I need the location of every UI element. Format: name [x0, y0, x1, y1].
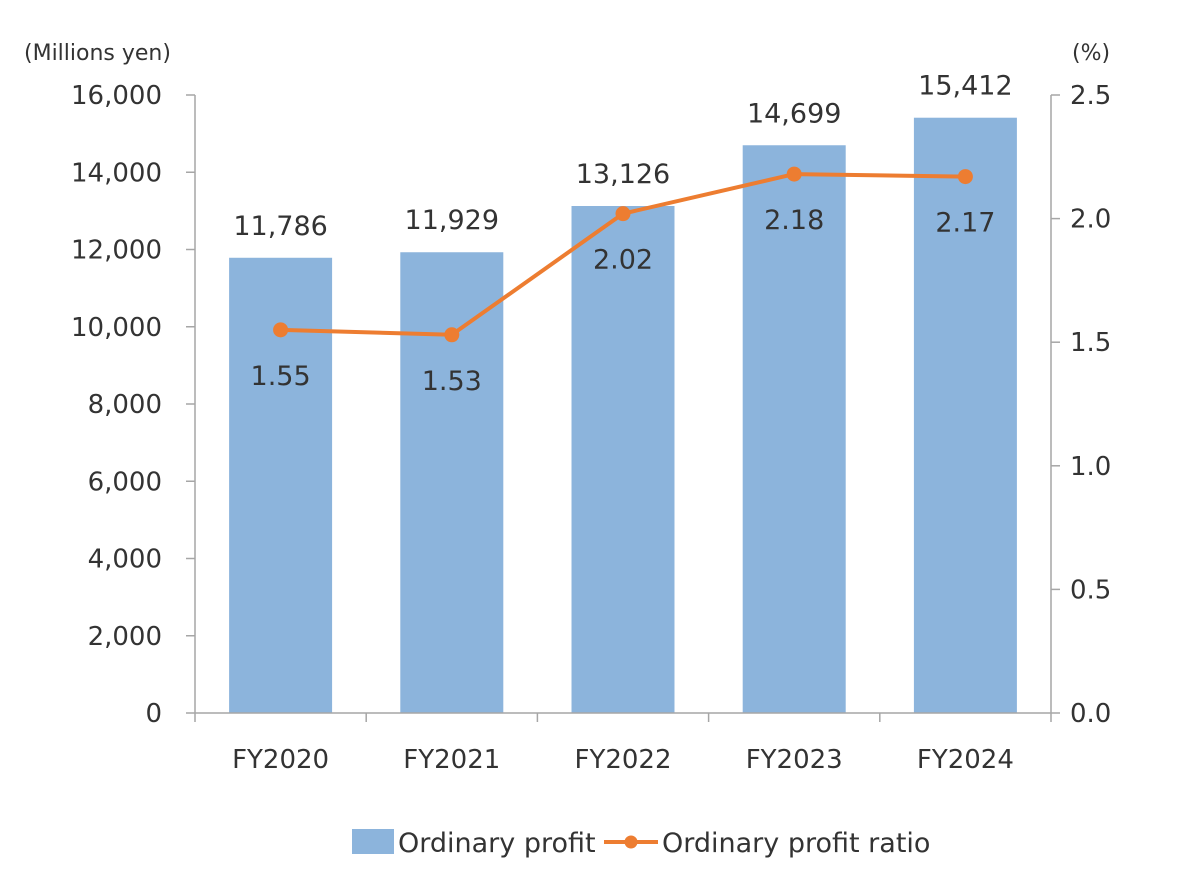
- line-data-label: 2.02: [593, 245, 653, 276]
- legend-swatch-bar: [352, 829, 394, 854]
- bar: [742, 145, 846, 714]
- line-point: [786, 166, 802, 182]
- x-axis-tick-label: FY2021: [403, 745, 500, 775]
- line-series: [273, 166, 973, 343]
- legend-swatch-marker: [624, 835, 638, 849]
- x-axis-tick-label: FY2020: [232, 745, 329, 775]
- left-axis-tick-label: 0: [145, 699, 162, 729]
- left-axis-tick-label: 8,000: [88, 390, 162, 420]
- left-axis-tick-label: 14,000: [71, 158, 162, 188]
- bar-data-label: 15,412: [918, 71, 1012, 102]
- x-axis: FY2020 FY2021 FY2022 FY2023 FY2024: [194, 712, 1052, 775]
- bar-data-label: 13,126: [576, 159, 670, 190]
- legend: Ordinary profit Ordinary profit ratio: [352, 828, 930, 859]
- legend-label-bar: Ordinary profit: [398, 828, 596, 859]
- line-point: [957, 169, 973, 185]
- bar: [913, 117, 1017, 714]
- bar-data-label: 11,786: [233, 211, 327, 242]
- left-axis-tick-label: 2,000: [88, 622, 162, 652]
- line-data-label: 2.18: [764, 205, 824, 236]
- x-axis-tick-label: FY2023: [746, 745, 843, 775]
- bar: [400, 252, 504, 713]
- left-axis-unit-label: (Millions yen): [24, 41, 171, 66]
- line-point: [444, 327, 460, 343]
- line-data-label: 1.55: [251, 361, 311, 392]
- bar: [571, 206, 675, 714]
- left-axis: 0 2,000 4,000 6,000 8,000 10,000 12,000 14,000 1…: [71, 81, 196, 729]
- right-axis-tick-label: 2.5: [1070, 81, 1111, 111]
- bar-data-label: 14,699: [747, 98, 841, 129]
- right-axis-tick-label: 2.0: [1070, 205, 1111, 235]
- line-data-label: 1.53: [422, 366, 482, 397]
- bar-data-label: 11,929: [405, 205, 499, 236]
- line-point: [615, 206, 631, 222]
- line-data-label: 2.17: [935, 208, 995, 239]
- right-axis-tick-label: 1.5: [1070, 328, 1111, 358]
- left-axis-tick-label: 16,000: [71, 81, 162, 111]
- line-data-labels: 1.55 1.53 2.02 2.18 2.17: [251, 205, 996, 397]
- left-axis-tick-label: 10,000: [71, 313, 162, 343]
- right-axis-tick-label: 0.5: [1070, 575, 1111, 605]
- left-axis-tick-label: 6,000: [88, 467, 162, 497]
- legend-label-line: Ordinary profit ratio: [662, 828, 930, 859]
- x-axis-tick-label: FY2022: [574, 745, 671, 775]
- left-axis-tick-label: 4,000: [88, 545, 162, 575]
- x-axis-tick-label: FY2024: [917, 745, 1014, 775]
- left-axis-tick-label: 12,000: [71, 236, 162, 266]
- bar-data-labels: 11,786 11,929 13,126 14,699 15,412: [233, 71, 1012, 242]
- right-axis-tick-label: 1.0: [1070, 452, 1111, 482]
- line-point: [273, 322, 289, 338]
- right-axis: 0.0 0.5 1.0 1.5 2.0 2.5: [1050, 81, 1111, 729]
- right-axis-unit-label: (%): [1072, 41, 1110, 66]
- right-axis-tick-label: 0.0: [1070, 699, 1111, 729]
